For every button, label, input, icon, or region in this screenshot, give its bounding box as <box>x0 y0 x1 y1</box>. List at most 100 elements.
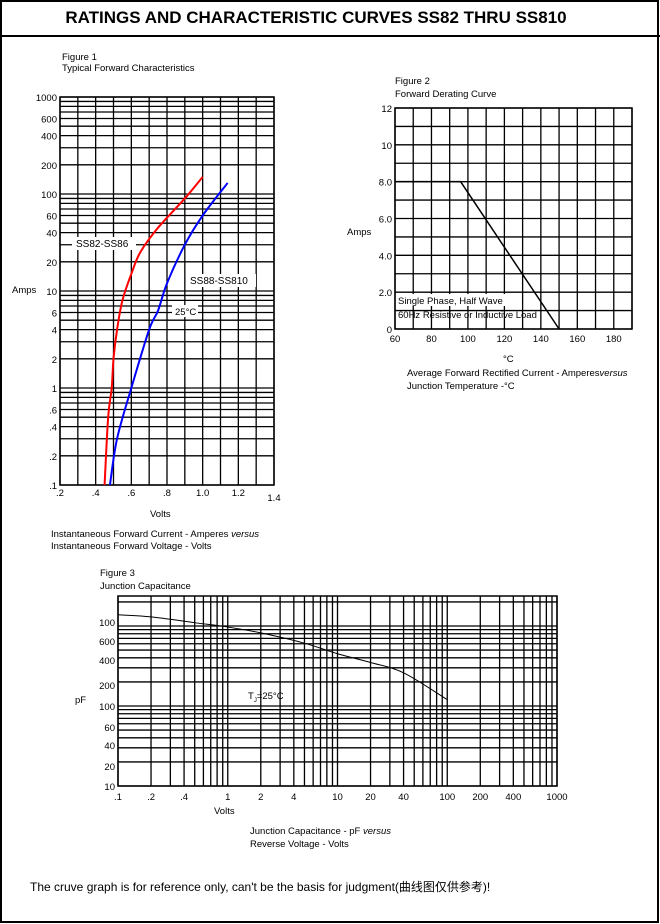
fig3-title: Junction Capacitance <box>100 581 191 592</box>
x-tick-label: 200 <box>472 792 488 803</box>
fig2-annotation-2: 60Hz Resistive or Inductive Load <box>398 310 537 321</box>
fig3-label: Figure 3 <box>100 568 135 579</box>
x-tick-label: 20 <box>365 792 376 803</box>
y-tick-label: .2 <box>49 452 57 463</box>
fig1-xlabel: Volts <box>150 509 171 520</box>
fig2-tick-labels: 60 80 100 120 140 160 180 12 10 8.0 6.0 4.0 2.0 0 <box>379 104 622 345</box>
fig1-tick-labels: .2.4.6.8 1.0 1.2 1.410006004002001006040201… <box>36 93 281 504</box>
fig2-annotation-bg <box>396 294 516 306</box>
x-tick-label: 140 <box>533 334 549 345</box>
y-tick-label: 1000 <box>36 93 57 104</box>
y-tick-label: 100 <box>99 702 115 713</box>
y-tick-label: 6.0 <box>379 215 392 226</box>
y-tick-label: 1 <box>52 384 57 395</box>
x-tick-label: .8 <box>163 488 171 499</box>
fig1-grid <box>59 96 275 486</box>
fig1-legend-bg <box>186 274 256 287</box>
x-tick-label: .1 <box>114 792 122 803</box>
x-tick-label: 1 <box>225 792 230 803</box>
y-tick-label: 10 <box>381 141 392 152</box>
fig1-legend-bg <box>72 237 136 250</box>
y-tick-label: 60 <box>46 212 57 223</box>
plot-frame <box>394 107 633 330</box>
y-tick-label: 100 <box>99 618 115 629</box>
fig1-title: Typical Forward Characteristics <box>62 63 195 74</box>
fig2-series <box>395 180 560 330</box>
fig1-caption-1: Instantaneous Forward Current - Amperes … <box>51 529 259 540</box>
fig3-caption-2: Reverse Voltage - Volts <box>250 839 349 850</box>
y-tick-label: 2 <box>52 355 57 366</box>
fig2-title: Forward Derating Curve <box>395 89 496 100</box>
x-tick-label: .4 <box>92 488 100 499</box>
x-tick-label: 80 <box>426 334 437 345</box>
fig3-caption-1: Junction Capacitance - pF versus <box>250 826 391 837</box>
series-line-curve <box>117 614 448 701</box>
x-tick-label: 2 <box>258 792 263 803</box>
y-tick-label: 10 <box>104 782 115 793</box>
plot-frame <box>117 595 558 787</box>
fig2-ylabel: Amps <box>347 227 372 238</box>
fig1-ylabel: Amps <box>12 285 37 296</box>
y-tick-label: 4.0 <box>379 251 392 262</box>
y-tick-label: 6 <box>52 309 57 320</box>
y-tick-label: 12 <box>381 104 392 115</box>
y-tick-label: 4 <box>52 326 57 337</box>
figure-3: Figure 3 Junction Capacitance .1 .2 .4 1 2 4 1… <box>75 568 568 850</box>
x-tick-label: 1.0 <box>196 488 209 499</box>
fig2-caption-2: Junction Temperature -°C <box>407 381 515 392</box>
x-tick-label: 10 <box>332 792 343 803</box>
fig1-series <box>103 176 229 486</box>
y-tick-label: 400 <box>41 132 57 143</box>
plot-frame <box>59 96 275 486</box>
y-tick-label: 20 <box>46 258 57 269</box>
x-tick-label: .2 <box>56 488 64 499</box>
y-tick-label: 600 <box>99 637 115 648</box>
y-tick-label: 8.0 <box>379 178 392 189</box>
fig2-label: Figure 2 <box>395 76 430 87</box>
y-tick-label: 100 <box>41 190 57 201</box>
series-line-ss82-ss86 <box>103 176 204 486</box>
fig3-ylabel: pF <box>75 695 86 706</box>
x-tick-label: 180 <box>606 334 622 345</box>
x-tick-label: 100 <box>439 792 455 803</box>
x-tick-label: .2 <box>147 792 155 803</box>
fig1-label: Figure 1 <box>62 52 97 63</box>
fig3-tick-labels: .1 .2 .4 1 2 4 10 20 40 100 200 400 1000 100 600 400 200… <box>99 618 567 803</box>
y-tick-label: 400 <box>99 656 115 667</box>
y-tick-label: 600 <box>41 115 57 126</box>
fig1-caption-2: Instantaneous Forward Voltage - Volts <box>51 541 212 552</box>
page-title: RATINGS AND CHARACTERISTIC CURVES SS82 T… <box>65 8 566 27</box>
x-tick-label: 120 <box>496 334 512 345</box>
figure-1: Figure 1 Typical Forward Characteristics… <box>12 52 281 552</box>
fig3-temp-annotation: TJ=25°C <box>248 691 284 704</box>
x-tick-label: 400 <box>505 792 521 803</box>
y-tick-label: 20 <box>104 762 115 773</box>
fig1-series-label-blue: SS88-SS810 <box>190 276 248 287</box>
x-tick-label: 4 <box>291 792 296 803</box>
y-tick-label: 200 <box>41 161 57 172</box>
x-tick-label: 1.4 <box>267 493 280 504</box>
fig2-grid <box>394 107 633 330</box>
figure-2: Figure 2 Forward Derating Curve 60 80 100 1… <box>347 76 633 392</box>
x-tick-label: 40 <box>398 792 409 803</box>
x-tick-label: 100 <box>460 334 476 345</box>
fig3-grid <box>117 595 558 787</box>
fig3-series <box>117 614 448 701</box>
x-tick-label: 60 <box>390 334 401 345</box>
fig3-xlabel: Volts <box>214 806 235 817</box>
x-tick-label: 1.2 <box>232 488 245 499</box>
x-tick-label: 160 <box>569 334 585 345</box>
footer-note: The cruve graph is for reference only, c… <box>30 879 490 894</box>
y-tick-label: 60 <box>104 723 115 734</box>
fig1-series-label-red: SS82-SS86 <box>76 239 129 250</box>
y-tick-label: .6 <box>49 406 57 417</box>
fig1-temp-annotation: 25°C <box>175 307 196 318</box>
x-tick-label: .4 <box>180 792 188 803</box>
series-line-ss88-ss810 <box>108 182 229 486</box>
y-tick-label: 10 <box>46 287 57 298</box>
y-tick-label: 40 <box>104 741 115 752</box>
fig2-xlabel: °C <box>503 354 514 365</box>
y-tick-label: 40 <box>46 229 57 240</box>
